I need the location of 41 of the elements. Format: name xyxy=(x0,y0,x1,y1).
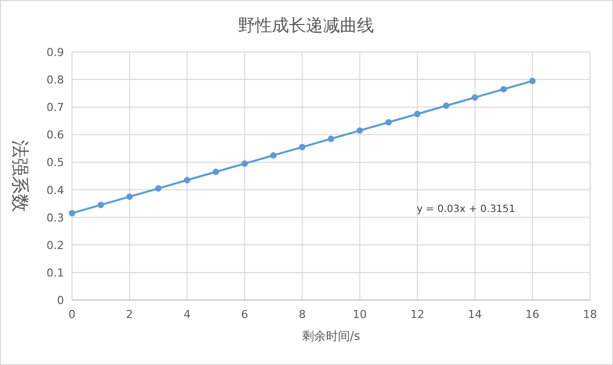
y-tick-label: 0.5 xyxy=(46,156,64,170)
y-tick-label: 0.3 xyxy=(46,211,64,224)
point xyxy=(270,152,277,159)
point xyxy=(126,193,133,200)
point xyxy=(299,144,306,150)
x-tick-label: 14 xyxy=(468,308,482,321)
chart-title: 野性成长递减曲线 xyxy=(238,16,374,36)
x-tick-label: 12 xyxy=(410,308,424,321)
y-tick-label: 0.8 xyxy=(46,74,64,87)
x-tick-label: 0 xyxy=(68,308,76,321)
x-tick-label: 2 xyxy=(126,308,134,321)
point xyxy=(68,210,76,216)
annotation: y = 0.03x + 0.3151 xyxy=(416,204,516,215)
point xyxy=(155,185,162,192)
x-tick-label: 10 xyxy=(352,308,367,321)
y-tick-label: 0.2 xyxy=(46,238,64,252)
x-tick-label: 18 xyxy=(583,308,597,321)
point xyxy=(500,86,507,92)
point xyxy=(414,110,421,118)
point xyxy=(212,168,220,176)
point xyxy=(472,94,478,101)
point xyxy=(98,202,104,208)
x-tick-label: 8 xyxy=(298,308,306,321)
y-tick-label: 0.7 xyxy=(46,101,64,114)
point xyxy=(529,78,536,84)
x-tick-label: 16 xyxy=(525,308,540,321)
point xyxy=(184,176,190,184)
y-tick-label: 0.9 xyxy=(46,46,64,59)
x-axis-title: 剩余时间/s xyxy=(302,329,360,343)
point xyxy=(442,102,450,109)
y-tick-label: 0.4 xyxy=(46,184,64,197)
y-axis-title: 法强系数 xyxy=(9,140,30,212)
y-tick-label: 0.1 xyxy=(46,266,64,280)
point xyxy=(356,127,363,134)
y-tick-label: 0.6 xyxy=(46,128,64,142)
point xyxy=(385,119,392,126)
point xyxy=(241,160,248,167)
y-tick-label: 0 xyxy=(57,294,64,307)
x-tick-label: 6 xyxy=(241,308,248,321)
point xyxy=(328,136,334,142)
x-tick-label: 4 xyxy=(184,308,191,321)
